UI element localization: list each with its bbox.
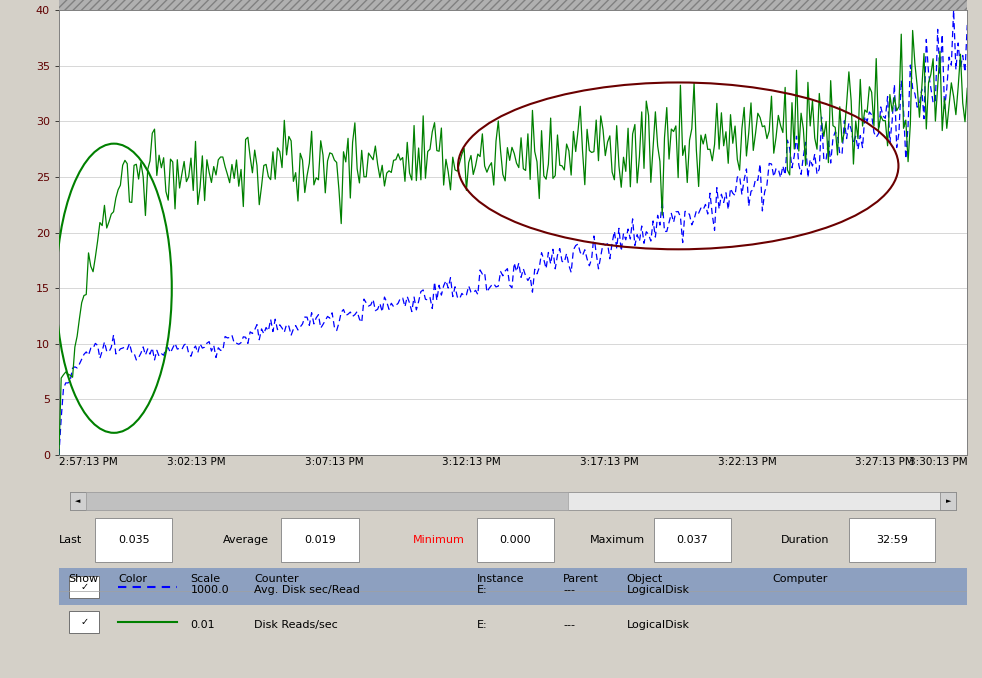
Text: Maximum: Maximum: [590, 535, 645, 545]
Text: 0.01: 0.01: [191, 620, 215, 630]
Text: Average: Average: [222, 535, 268, 545]
FancyBboxPatch shape: [282, 518, 358, 562]
Text: Avg. Disk sec/Read: Avg. Disk sec/Read: [254, 584, 360, 595]
Text: Scale: Scale: [191, 574, 221, 584]
Text: 0.037: 0.037: [677, 535, 708, 545]
Bar: [86, 492, 568, 510]
Text: 3:12:13 PM: 3:12:13 PM: [443, 457, 501, 466]
Text: ✓: ✓: [81, 617, 88, 627]
Text: 3:27:13 PM: 3:27:13 PM: [855, 457, 914, 466]
Text: 3:02:13 PM: 3:02:13 PM: [167, 457, 226, 466]
Text: E:: E:: [477, 620, 487, 630]
Bar: [70, 492, 86, 510]
Text: ◄: ◄: [76, 498, 81, 504]
Text: Last: Last: [59, 535, 82, 545]
Text: Counter: Counter: [254, 574, 299, 584]
Bar: [940, 492, 956, 510]
Bar: [59, 568, 967, 605]
Text: LogicalDisk: LogicalDisk: [627, 584, 689, 595]
Text: 3:17:13 PM: 3:17:13 PM: [580, 457, 639, 466]
Text: E:: E:: [477, 584, 487, 595]
FancyBboxPatch shape: [69, 576, 99, 598]
Bar: [70, 492, 956, 510]
Text: 3:22:13 PM: 3:22:13 PM: [718, 457, 777, 466]
Bar: [59, 0, 967, 10]
Text: ---: ---: [563, 620, 575, 630]
FancyBboxPatch shape: [69, 612, 99, 633]
Text: LogicalDisk: LogicalDisk: [627, 620, 689, 630]
FancyBboxPatch shape: [95, 518, 173, 562]
Text: 0.035: 0.035: [118, 535, 149, 545]
FancyBboxPatch shape: [654, 518, 731, 562]
Text: Duration: Duration: [781, 535, 830, 545]
Text: Color: Color: [118, 574, 147, 584]
Text: 3:07:13 PM: 3:07:13 PM: [304, 457, 363, 466]
Text: Object: Object: [627, 574, 663, 584]
Text: Minimum: Minimum: [413, 535, 465, 545]
Text: Parent: Parent: [563, 574, 599, 584]
Text: Instance: Instance: [477, 574, 524, 584]
Text: ✓: ✓: [81, 582, 88, 592]
Text: 3:30:13 PM: 3:30:13 PM: [908, 457, 967, 466]
Text: ►: ►: [946, 498, 951, 504]
Text: 0.000: 0.000: [500, 535, 531, 545]
Text: ---: ---: [563, 584, 575, 595]
Text: 32:59: 32:59: [876, 535, 908, 545]
FancyBboxPatch shape: [477, 518, 554, 562]
FancyBboxPatch shape: [849, 518, 936, 562]
Text: Computer: Computer: [772, 574, 828, 584]
Text: 2:57:13 PM: 2:57:13 PM: [59, 457, 118, 466]
Text: Show: Show: [68, 574, 98, 584]
Text: 0.019: 0.019: [304, 535, 336, 545]
Text: Disk Reads/sec: Disk Reads/sec: [254, 620, 338, 630]
Text: 1000.0: 1000.0: [191, 584, 229, 595]
